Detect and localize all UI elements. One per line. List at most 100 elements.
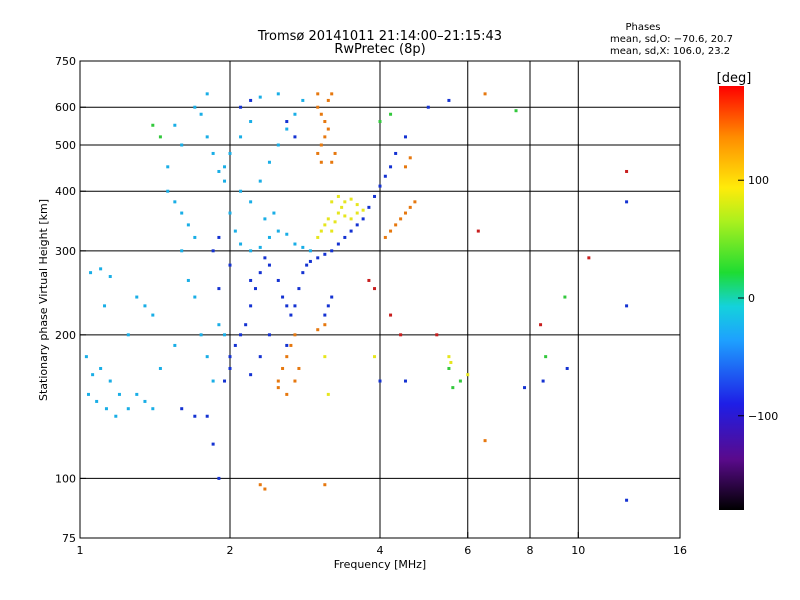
data-point — [228, 355, 232, 359]
x-tick-label: 8 — [527, 544, 534, 557]
chart-title: Tromsø 20141011 21:14:00–21:15:43 — [257, 29, 502, 44]
data-point — [301, 271, 305, 275]
data-point — [193, 295, 197, 299]
data-point — [333, 220, 337, 224]
data-point — [249, 278, 253, 282]
data-point — [625, 169, 629, 173]
data-point — [625, 200, 629, 204]
data-point — [403, 135, 407, 139]
data-point — [373, 194, 377, 198]
data-point — [99, 267, 103, 271]
data-point — [378, 379, 382, 383]
y-axis-label: Stationary phase Virtual Height [km] — [37, 199, 50, 401]
stats-line-o: mean, sd,O: −70.6, 20.7 — [610, 34, 733, 45]
data-point — [263, 217, 267, 221]
y-tick-label: 400 — [55, 185, 76, 198]
data-point — [199, 112, 203, 116]
data-point — [151, 123, 155, 127]
data-point — [355, 211, 359, 215]
data-point — [323, 323, 327, 327]
y-tick-label: 100 — [55, 472, 76, 485]
data-point — [180, 143, 184, 147]
y-tick-label: 300 — [55, 245, 76, 258]
data-point — [326, 98, 330, 102]
data-point — [343, 200, 347, 204]
data-point — [276, 229, 280, 233]
chart-subtitle: RwPretec (8p) — [334, 42, 425, 57]
data-point — [316, 105, 320, 109]
data-point — [565, 366, 569, 370]
data-point — [263, 487, 267, 491]
data-point — [373, 287, 377, 291]
data-point — [249, 200, 253, 204]
colorbar-tick-label: 100 — [748, 174, 769, 187]
data-point — [103, 304, 107, 308]
data-point — [326, 217, 330, 221]
data-point — [399, 333, 403, 337]
data-point — [258, 483, 262, 487]
data-point — [84, 355, 88, 359]
data-point — [413, 200, 417, 204]
data-point — [323, 483, 327, 487]
data-point — [223, 333, 227, 337]
data-point — [293, 333, 297, 337]
data-point — [403, 165, 407, 169]
data-point — [514, 109, 518, 113]
data-point — [126, 333, 130, 337]
x-tick-label: 6 — [464, 544, 471, 557]
data-point — [249, 304, 253, 308]
data-point — [447, 366, 451, 370]
data-point — [355, 223, 359, 227]
data-point — [297, 366, 301, 370]
data-point — [258, 245, 262, 249]
data-point — [173, 123, 177, 127]
data-point — [349, 217, 353, 221]
x-tick-label: 16 — [673, 544, 687, 557]
data-point — [276, 143, 280, 147]
colorbar-ticks: 100 0 −100 — [738, 174, 778, 423]
data-point — [108, 275, 112, 279]
data-point — [249, 120, 253, 124]
data-point — [476, 229, 480, 233]
data-point — [389, 165, 393, 169]
x-axis-label: Frequency [MHz] — [334, 558, 426, 571]
data-point — [239, 242, 243, 246]
stats-heading: Phases — [625, 22, 660, 33]
data-point — [367, 205, 371, 209]
data-point — [285, 232, 289, 236]
data-point — [326, 392, 330, 396]
data-point — [285, 392, 289, 396]
data-point — [330, 295, 334, 299]
data-point — [355, 203, 359, 207]
data-point — [330, 249, 334, 253]
data-point — [403, 379, 407, 383]
data-point — [336, 242, 340, 246]
data-point — [239, 105, 243, 109]
data-point — [483, 92, 487, 96]
data-point — [173, 343, 177, 347]
data-point — [205, 414, 209, 418]
data-point — [563, 295, 567, 299]
data-point — [239, 333, 243, 337]
data-point — [217, 476, 221, 480]
data-point — [223, 379, 227, 383]
data-point — [289, 343, 293, 347]
data-point — [180, 407, 184, 411]
data-point — [301, 98, 305, 102]
data-point — [336, 194, 340, 198]
data-point — [281, 366, 285, 370]
y-tick-label: 750 — [55, 55, 76, 68]
colorbar-tick-label: 0 — [748, 292, 755, 305]
data-point — [539, 323, 543, 327]
data-point — [367, 278, 371, 282]
data-point — [104, 407, 108, 411]
data-point — [466, 373, 470, 377]
data-point — [319, 112, 323, 116]
data-point — [186, 278, 190, 282]
data-point — [544, 355, 548, 359]
data-point — [323, 223, 327, 227]
data-point — [323, 135, 327, 139]
data-point — [326, 127, 330, 131]
data-point — [373, 355, 377, 359]
data-point — [333, 151, 337, 155]
